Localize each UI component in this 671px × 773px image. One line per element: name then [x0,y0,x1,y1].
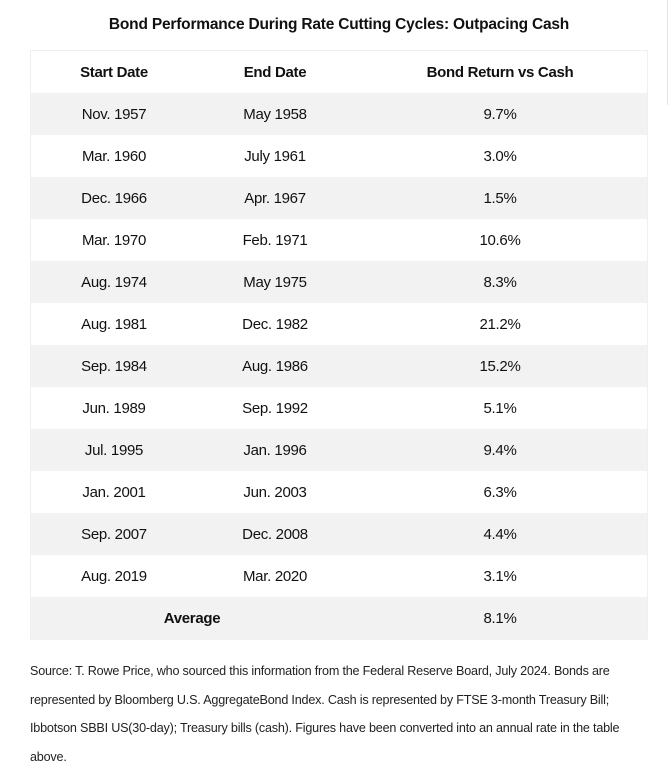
start-date-cell: Sep. 1984 [81,357,147,375]
table-row: Nov. 1957 May 1958 9.7% [30,93,648,135]
bond-return-cell: 4.4% [483,525,517,543]
table-title: Bond Performance During Rate Cutting Cyc… [108,16,570,33]
end-date-cell: Aug. 1986 [242,357,308,375]
table-row: Aug. 1974 May 1975 8.3% [30,261,648,303]
end-date-cell: July 1961 [244,147,306,165]
start-date-cell: Dec. 1966 [81,189,147,207]
end-date-cell: May 1958 [243,105,307,123]
start-date-cell: Nov. 1957 [81,105,147,123]
header-bond-return: Bond Return vs Cash [426,63,574,81]
start-date-cell: Aug. 1974 [81,273,147,291]
end-date-cell: Sep. 1992 [242,399,308,417]
end-date-cell: Jan. 1996 [243,441,307,459]
start-date-cell: Sep. 2007 [81,525,147,543]
end-date-cell: Dec. 1982 [242,315,308,333]
bond-return-cell: 3.0% [483,147,517,165]
bond-return-cell: 1.5% [483,189,517,207]
table-row: Mar. 1970 Feb. 1971 10.6% [31,219,648,261]
table-row: Dec. 1966 Apr. 1967 1.5% [30,177,648,219]
header-start-date: Start Date [80,63,148,81]
bond-return-cell: 9.4% [483,441,517,459]
header-row: Start Date End Date Bond Return vs Cash [31,51,648,94]
bond-performance-table: Start Date End Date Bond Return vs Cash … [30,50,648,640]
end-date-cell: Mar. 2020 [242,567,307,585]
table-row: Aug. 2019 Mar. 2020 3.1% [31,555,648,597]
start-date-cell: Mar. 1960 [81,147,146,165]
average-value: 8.1% [353,597,648,640]
start-date-cell: Jul. 1995 [84,441,144,459]
end-date-cell: Jun. 2003 [243,483,307,501]
table-row: Jun. 1989 Sep. 1992 5.1% [31,387,648,429]
start-date-cell: Aug. 2019 [81,567,147,585]
start-date-cell: Aug. 1981 [81,315,147,333]
bond-return-cell: 3.1% [483,567,517,585]
bond-return-cell: 15.2% [479,357,521,375]
table-row: Aug. 1981 Dec. 1982 21.2% [31,303,648,345]
table-row: Sep. 2007 Dec. 2008 4.4% [30,513,648,555]
bond-return-cell: 8.3% [483,273,517,291]
table-row: Jul. 1995 Jan. 1996 9.4% [30,429,648,471]
bond-return-cell: 10.6% [479,231,521,249]
source-note: Source: T. Rowe Price, who sourced this … [30,664,620,764]
table-row: Mar. 1960 July 1961 3.0% [31,135,648,177]
end-date-cell: Feb. 1971 [242,231,308,249]
average-label: Average [30,597,353,640]
table-row: Jan. 2001 Jun. 2003 6.3% [31,471,648,513]
end-date-cell: May 1975 [243,273,307,291]
bond-return-cell: 6.3% [483,483,517,501]
scrollbar[interactable] [667,0,671,105]
average-row: Average 8.1% [30,597,648,640]
header-end-date: End Date [243,63,307,81]
end-date-cell: Apr. 1967 [244,189,306,207]
table-row: Sep. 1984 Aug. 1986 15.2% [30,345,648,387]
start-date-cell: Mar. 1970 [81,231,146,249]
bond-return-cell: 21.2% [479,315,521,333]
bond-return-cell: 9.7% [483,105,517,123]
bond-return-cell: 5.1% [483,399,517,417]
start-date-cell: Jan. 2001 [82,483,146,501]
end-date-cell: Dec. 2008 [242,525,308,543]
start-date-cell: Jun. 1989 [82,399,146,417]
